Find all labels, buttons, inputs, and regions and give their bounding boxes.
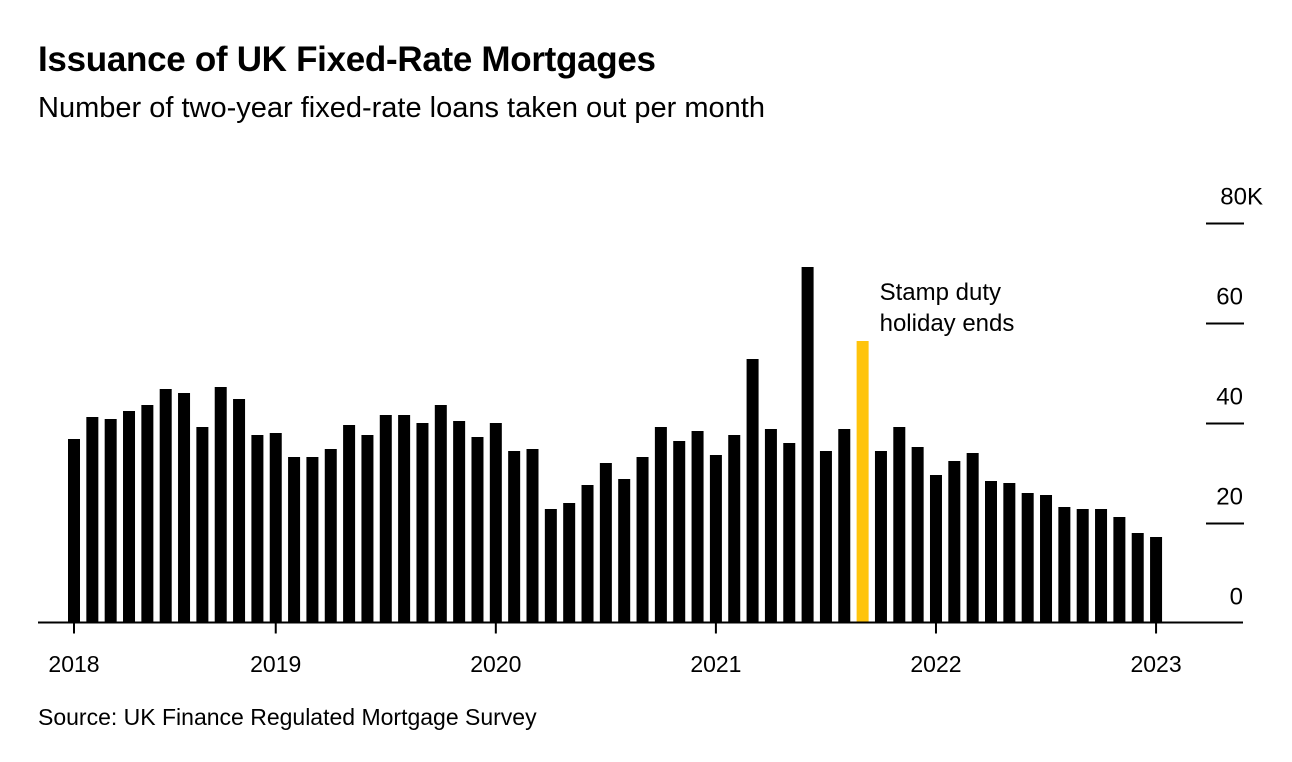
bar [178,393,191,623]
x-tick-label: 2023 [1130,651,1181,677]
bar [324,449,337,623]
bar [379,415,392,623]
bar [68,439,80,623]
bar [196,427,209,623]
chart-subtitle: Number of two-year fixed-rate loans take… [38,92,765,124]
bar [929,475,942,623]
chart-title: Issuance of UK Fixed-Rate Mortgages [38,40,656,79]
x-tick-label: 2018 [48,651,99,677]
y-tick-label: 0 [1230,584,1243,611]
y-tick-label: 40 [1216,384,1243,411]
x-tick-label: 2021 [690,651,741,677]
bar [123,411,136,623]
bar [434,405,447,623]
bar [214,387,227,623]
annotation-text: holiday ends [880,310,1015,337]
bar [1150,537,1163,623]
bar [599,463,612,623]
bar [801,267,814,623]
bar [691,431,704,623]
bar [874,451,887,623]
bar [673,441,686,623]
bar [269,433,282,623]
bar [1076,509,1089,623]
bar [948,461,961,623]
annotation-text: Stamp duty [880,279,1001,306]
bar [911,447,924,623]
bar [471,437,484,623]
bar [783,443,796,623]
bar [966,453,979,623]
bar [709,455,722,623]
bar [1021,493,1034,623]
bar [489,423,502,623]
bar [764,429,777,623]
y-tick-label: 60 [1216,284,1243,311]
bar [544,509,557,623]
bar [526,449,539,623]
y-axis: 0 20 40 60 80K [1206,184,1263,611]
bar [416,423,429,623]
bar [838,429,851,623]
y-tick-label: 80K [1220,184,1263,211]
bars [68,267,1163,623]
bar [1003,483,1016,623]
source-note: Source: UK Finance Regulated Mortgage Su… [38,704,537,730]
bar [1113,517,1126,623]
bar [728,435,741,623]
bar [343,425,356,623]
bar [508,451,521,623]
bar [654,427,667,623]
x-tick-label: 2019 [250,651,301,677]
x-tick-label: 2020 [470,651,521,677]
bar [1095,509,1108,623]
bar [985,481,997,623]
bar [86,417,99,623]
bar [141,405,154,623]
bar [104,419,117,623]
bar [251,435,264,623]
bar [233,399,246,623]
bar [636,457,649,623]
y-tick-label: 20 [1216,484,1243,511]
bar [618,479,631,623]
bar [288,457,301,623]
highlight-bar [856,341,869,623]
bar [306,457,319,623]
bar [1058,507,1071,623]
bar [398,415,411,623]
bar [453,421,466,623]
annotation: Stamp duty holiday ends [880,279,1015,337]
bar [581,485,594,623]
bar [819,451,832,623]
bar [1131,533,1144,623]
bar [746,359,759,623]
bar [893,427,906,623]
bar [361,435,374,623]
x-axis: 2018 2019 2020 2021 2022 2023 [38,621,1243,677]
bar [159,389,172,623]
bar [563,503,576,623]
x-tick-label: 2022 [910,651,961,677]
bar [1040,495,1053,623]
